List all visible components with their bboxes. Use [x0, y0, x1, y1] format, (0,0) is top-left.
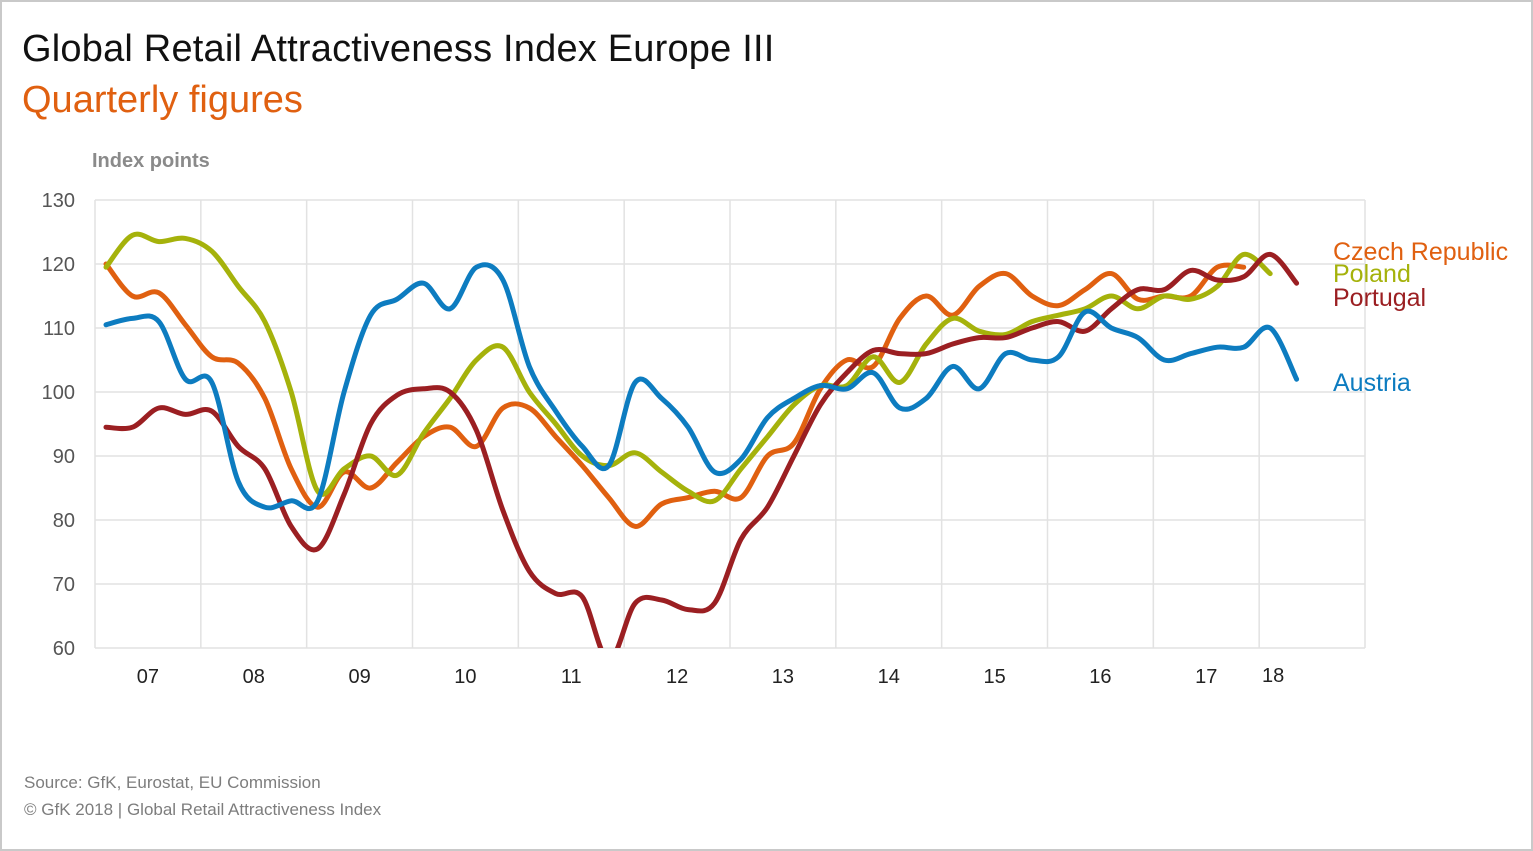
series-line-austria [103, 262, 1300, 511]
x-tick-label: 10 [454, 666, 476, 688]
series-label-austria: Austria [1333, 369, 1411, 397]
copyright-note: © GfK 2018 | Global Retail Attractivenes… [24, 800, 382, 819]
x-tick-label: 08 [243, 666, 265, 688]
y-tick-label: 130 [42, 190, 75, 212]
x-tick-label: 13 [772, 666, 794, 688]
x-tick-label: 18 [1262, 665, 1284, 687]
series-label-portugal: Portugal [1333, 284, 1426, 312]
x-tick-label: 15 [983, 666, 1005, 688]
y-tick-label: 120 [42, 254, 75, 276]
x-tick-label: 12 [666, 666, 688, 688]
y-tick-label: 60 [53, 638, 75, 660]
x-tick-label: 16 [1089, 666, 1111, 688]
y-tick-label: 100 [42, 382, 75, 404]
x-tick-label: 09 [348, 666, 370, 688]
y-tick-label: 110 [43, 318, 75, 340]
series-line-portugal [103, 251, 1300, 648]
y-axis-label: Index points [92, 150, 210, 172]
y-tick-label: 80 [53, 510, 75, 532]
y-tick-label: 90 [53, 446, 75, 468]
series-line-czech-republic [103, 261, 1247, 529]
chart-title: Global Retail Attractiveness Index Europ… [22, 28, 775, 70]
series-label-poland: Poland [1333, 260, 1411, 288]
x-tick-label: 17 [1195, 666, 1217, 688]
series-label-czech-republic: Czech Republic [1333, 238, 1508, 266]
source-note: Source: GfK, Eurostat, EU Commission [24, 773, 321, 792]
y-tick-label: 70 [53, 574, 75, 596]
x-tick-label: 07 [137, 666, 159, 688]
x-tick-label: 11 [561, 666, 582, 688]
series-line-poland [103, 231, 1273, 505]
x-tick-label: 14 [878, 666, 900, 688]
chart-subtitle: Quarterly figures [22, 79, 303, 121]
series-group [103, 231, 1300, 648]
